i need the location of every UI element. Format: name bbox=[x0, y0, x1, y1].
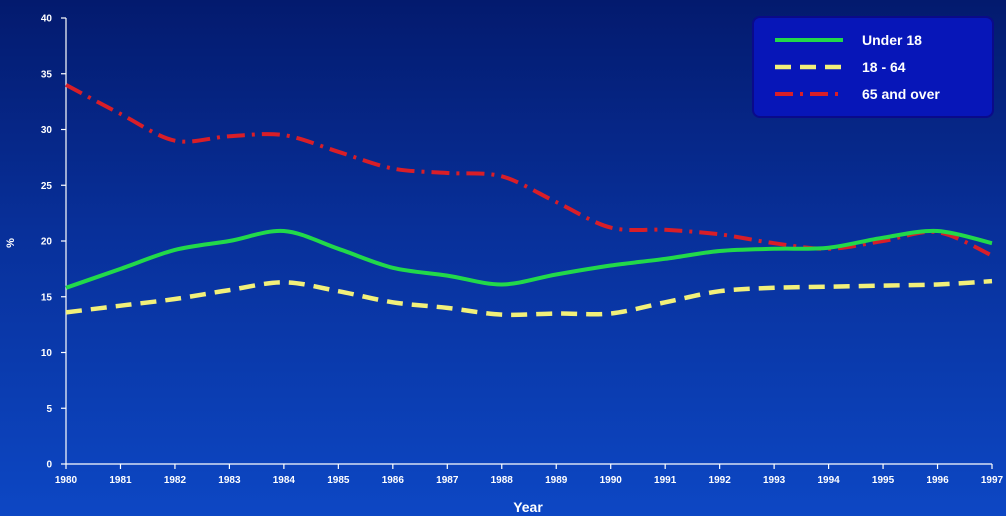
data-point bbox=[118, 112, 122, 116]
x-tick-label: 1988 bbox=[491, 475, 514, 486]
y-tick-label: 15 bbox=[41, 292, 53, 303]
y-tick-label: 10 bbox=[41, 348, 53, 359]
data-point bbox=[990, 253, 994, 257]
data-point bbox=[609, 226, 613, 230]
data-point bbox=[282, 280, 286, 284]
data-point bbox=[881, 284, 885, 288]
legend-label: 65 and over bbox=[862, 86, 940, 102]
y-tick-label: 5 bbox=[46, 404, 52, 415]
y-tick-label: 25 bbox=[41, 181, 53, 192]
data-point bbox=[554, 200, 558, 204]
data-point bbox=[936, 229, 940, 233]
x-tick-label: 1983 bbox=[218, 475, 241, 486]
y-axis-title: % bbox=[5, 238, 17, 248]
data-point bbox=[64, 310, 68, 314]
data-point bbox=[282, 133, 286, 137]
data-point bbox=[445, 171, 449, 175]
x-tick-label: 1994 bbox=[817, 475, 840, 486]
x-tick-label: 1995 bbox=[872, 475, 895, 486]
data-point bbox=[227, 134, 231, 138]
data-point bbox=[391, 266, 395, 270]
data-point bbox=[990, 279, 994, 283]
data-point bbox=[827, 246, 831, 250]
x-tick-label: 1986 bbox=[382, 475, 405, 486]
x-tick-label: 1984 bbox=[273, 475, 296, 486]
data-point bbox=[718, 232, 722, 236]
data-point bbox=[173, 297, 177, 301]
data-point bbox=[227, 239, 231, 243]
data-point bbox=[500, 313, 504, 317]
data-point bbox=[609, 311, 613, 315]
data-point bbox=[772, 241, 776, 245]
data-point bbox=[663, 228, 667, 232]
x-tick-label: 1982 bbox=[164, 475, 187, 486]
x-tick-label: 1987 bbox=[436, 475, 459, 486]
data-point bbox=[173, 248, 177, 252]
data-point bbox=[500, 282, 504, 286]
x-tick-label: 1990 bbox=[600, 475, 623, 486]
data-point bbox=[772, 247, 776, 251]
data-point bbox=[554, 272, 558, 276]
data-point bbox=[445, 274, 449, 278]
series-line-under-18 bbox=[65, 228, 993, 290]
x-axis-title: Year bbox=[513, 499, 543, 515]
data-point bbox=[173, 139, 177, 143]
x-tick-label: 1989 bbox=[545, 475, 568, 486]
y-tick-label: 20 bbox=[41, 237, 53, 248]
series-lines bbox=[64, 83, 994, 318]
data-point bbox=[772, 286, 776, 290]
x-ticks: 1980 1981 1982 1983 1984 1985 1986 1987 1988 1989… bbox=[55, 464, 1004, 486]
data-point bbox=[118, 267, 122, 271]
x-tick-label: 1997 bbox=[981, 475, 1004, 486]
x-tick-label: 1996 bbox=[926, 475, 949, 486]
y-ticks: 0 5 10 15 20 25 30 35 40 bbox=[41, 14, 66, 471]
y-tick-label: 35 bbox=[41, 69, 53, 80]
data-point bbox=[391, 167, 395, 171]
legend-label: Under 18 bbox=[862, 32, 922, 48]
x-tick-label: 1980 bbox=[55, 475, 78, 486]
legend: Under 18 18 - 64 65 and over bbox=[752, 16, 994, 118]
data-point bbox=[554, 311, 558, 315]
data-point bbox=[336, 247, 340, 251]
data-point bbox=[64, 286, 68, 290]
x-tick-label: 1985 bbox=[327, 475, 350, 486]
data-point bbox=[827, 285, 831, 289]
data-point bbox=[336, 289, 340, 293]
data-point bbox=[445, 306, 449, 310]
data-point bbox=[718, 249, 722, 253]
data-point bbox=[227, 288, 231, 292]
data-point bbox=[718, 289, 722, 293]
data-point bbox=[881, 236, 885, 240]
data-point bbox=[663, 300, 667, 304]
x-tick-label: 1992 bbox=[709, 475, 732, 486]
legend-label: 18 - 64 bbox=[862, 59, 906, 75]
y-tick-label: 0 bbox=[46, 460, 52, 471]
x-tick-label: 1981 bbox=[109, 475, 132, 486]
data-point bbox=[391, 300, 395, 304]
series-line-18-64 bbox=[65, 278, 993, 318]
x-tick-label: 1991 bbox=[654, 475, 677, 486]
y-tick-label: 30 bbox=[41, 125, 53, 136]
data-point bbox=[990, 241, 994, 245]
data-point bbox=[936, 282, 940, 286]
data-point bbox=[336, 150, 340, 154]
data-point bbox=[118, 304, 122, 308]
data-point bbox=[282, 229, 286, 233]
y-tick-label: 40 bbox=[41, 14, 53, 25]
data-point bbox=[500, 174, 504, 178]
x-tick-label: 1993 bbox=[763, 475, 786, 486]
data-point bbox=[64, 83, 68, 87]
data-point bbox=[663, 257, 667, 261]
data-point bbox=[609, 264, 613, 268]
